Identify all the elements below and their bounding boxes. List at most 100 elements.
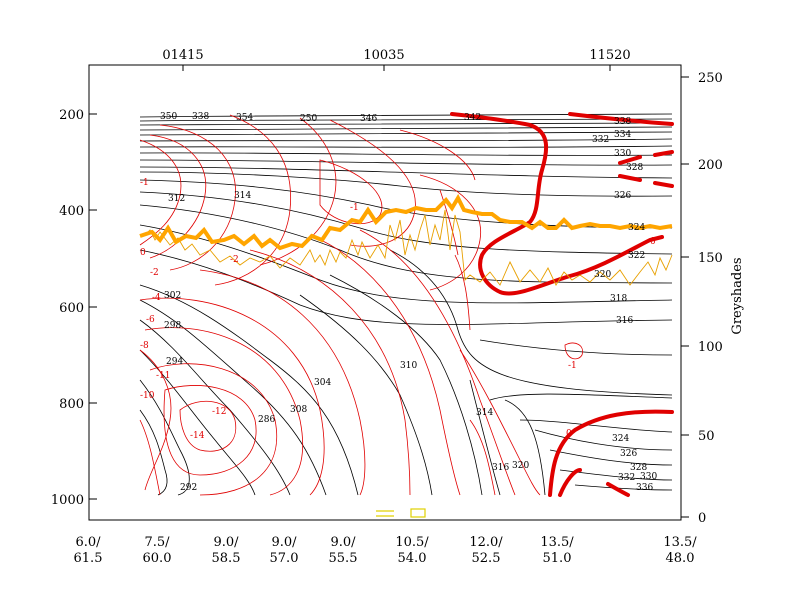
black-contour-label: 310 <box>400 361 417 371</box>
bottom-label-line2: 58.5 <box>212 551 241 566</box>
black-contour-label: 308 <box>290 405 307 415</box>
black-contour-label: 314 <box>476 408 493 418</box>
bottom-label-line2: 51.0 <box>543 551 572 566</box>
red-contour-label: -11 <box>156 371 171 381</box>
red-contour-label: -1 <box>568 361 577 371</box>
black-contour-label: 346 <box>360 114 377 124</box>
yellow-marks <box>376 508 426 518</box>
black-contours <box>139 113 673 496</box>
bottom-label-line1: 6.0/ <box>75 535 101 550</box>
black-contour-label: 320 <box>512 461 529 471</box>
bottom-label-line1: 10.5/ <box>395 535 429 550</box>
left-tick-label: 1000 <box>51 493 84 508</box>
bottom-label-line2: 52.5 <box>472 551 501 566</box>
black-contour-label: 326 <box>620 449 637 459</box>
bottom-label-line1: 13.5/ <box>540 535 574 550</box>
top-label: 11520 <box>589 48 630 63</box>
red-contour-label: -12 <box>212 407 227 417</box>
black-contour-label: 332 <box>618 473 635 483</box>
red-contours <box>139 114 583 496</box>
right-tick-label: 100 <box>698 340 723 355</box>
black-contour-label: 342 <box>464 113 481 123</box>
bottom-label-line1: 12.0/ <box>469 535 503 550</box>
red-contour-label: 0 <box>566 429 572 439</box>
right-tick-label: 150 <box>698 251 723 266</box>
red-contour-label-group: -1 0 -2 -4 -6 -8 -10 -11 -12 -14 -1 0 -2… <box>140 178 656 441</box>
left-tick-label: 200 <box>59 108 84 123</box>
left-label-group: 200 400 600 800 1000 <box>51 108 84 508</box>
bottom-label-line2: 57.0 <box>270 551 299 566</box>
black-contour-label: 330 <box>614 149 631 159</box>
bottom-label-line1: 7.5/ <box>144 535 170 550</box>
top-label: 10035 <box>363 48 404 63</box>
bottom-label-line2: 48.0 <box>666 551 695 566</box>
black-contour-label: 350 <box>160 112 177 122</box>
bottom-label-line1: 13.5/ <box>663 535 697 550</box>
black-contour-label: 322 <box>628 251 645 261</box>
black-contour-label: 316 <box>616 316 633 326</box>
right-axis-title: Greyshades <box>730 257 745 334</box>
right-tick-label: 200 <box>698 158 723 173</box>
bottom-label-line2: 55.5 <box>329 551 358 566</box>
black-contour-label: 328 <box>626 163 643 173</box>
black-contour-label: 318 <box>610 294 627 304</box>
left-ticks <box>89 113 97 500</box>
black-contour-label: 314 <box>234 191 251 201</box>
black-contour-label: 326 <box>614 191 631 201</box>
bottom-label-line2: 61.5 <box>74 551 103 566</box>
plot-frame <box>88 64 682 521</box>
bottom-label-line2: 54.0 <box>398 551 427 566</box>
right-tick-label: 50 <box>698 429 715 444</box>
top-label: 01415 <box>162 48 203 63</box>
black-contour-label: 338 <box>192 112 209 122</box>
left-tick-label: 800 <box>59 397 84 412</box>
top-ticks <box>182 65 611 71</box>
right-tick-label: 0 <box>698 511 706 526</box>
red-contour-label: -1 <box>350 203 359 213</box>
red-contour-label: -1 <box>140 178 149 188</box>
red-contour-label: -2 <box>230 255 239 265</box>
right-ticks <box>681 76 689 518</box>
black-contour-label: 316 <box>492 463 509 473</box>
top-label-group: 01415 10035 11520 <box>162 48 630 63</box>
left-tick-label: 600 <box>59 301 84 316</box>
black-contour-label: 334 <box>614 130 631 140</box>
red-contour-label: -8 <box>140 341 149 351</box>
black-contour-label: 286 <box>258 415 275 425</box>
red-contour-label: -10 <box>140 391 155 401</box>
black-contour-label: 320 <box>594 270 611 280</box>
bottom-label-line2: 60.0 <box>143 551 172 566</box>
red-contour-label: 0 <box>650 237 656 247</box>
right-label-group: 0 50 100 150 200 250 <box>698 71 723 526</box>
black-contour-label: 292 <box>180 483 197 493</box>
thin-orange-line <box>144 209 673 286</box>
bottom-label-line1: 9.0/ <box>213 535 239 550</box>
red-contour-label: 0 <box>140 248 146 258</box>
black-contour-label: 250 <box>300 114 317 124</box>
black-contour-label: 324 <box>628 223 645 233</box>
black-contour-label: 354 <box>236 113 253 123</box>
black-contour-label: 338 <box>614 117 631 127</box>
bottom-label-group: 6.0/ 61.5 7.5/ 60.0 9.0/ 58.5 9.0/ 57.0 … <box>74 535 698 566</box>
black-contour-label: 298 <box>164 321 181 331</box>
bottom-label-line1: 9.0/ <box>271 535 297 550</box>
red-contour-label: -14 <box>190 431 205 441</box>
black-contour-label: 328 <box>630 463 647 473</box>
black-contour-label: 302 <box>164 291 181 301</box>
thick-orange-line <box>139 193 673 251</box>
black-contour-label: 294 <box>166 357 183 367</box>
red-contour-label: -2 <box>150 268 159 278</box>
black-contour-label: 336 <box>636 483 653 493</box>
black-contour-label: 324 <box>612 434 629 444</box>
bottom-label-line1: 9.0/ <box>330 535 356 550</box>
black-contour-label: 332 <box>592 135 609 145</box>
black-contour-label-group: 350 338 354 250 346 342 338 334 332 330 … <box>160 112 657 493</box>
black-contour-label: 304 <box>314 378 331 388</box>
red-contour-label: -4 <box>152 293 161 303</box>
right-tick-label: 250 <box>698 71 723 86</box>
left-tick-label: 400 <box>59 204 84 219</box>
black-contour-label: 312 <box>168 194 185 204</box>
red-contour-label: -6 <box>146 315 155 325</box>
black-contour-label: 330 <box>640 472 657 482</box>
